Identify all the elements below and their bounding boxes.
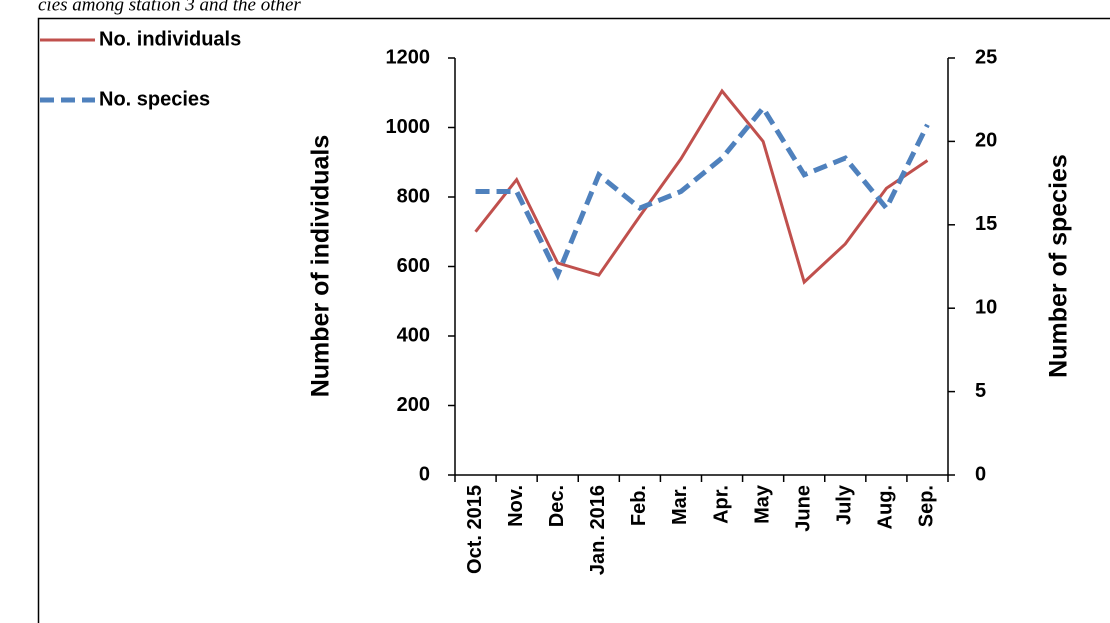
y-tick-label: 800 bbox=[397, 185, 430, 207]
y-axis-title: Number of individuals bbox=[307, 135, 335, 398]
x-tick-label: Mar. bbox=[669, 485, 691, 525]
legend-label: No. species bbox=[99, 88, 210, 110]
x-tick-label: Oct. 2015 bbox=[464, 485, 486, 574]
x-tick-label: July bbox=[834, 484, 856, 525]
y2-axis-title: Number of species bbox=[1045, 154, 1073, 378]
x-tick-label: Aug. bbox=[875, 485, 897, 529]
x-tick-label: May bbox=[751, 484, 773, 524]
y2-tick-label: 25 bbox=[975, 46, 997, 68]
x-tick-label: Nov. bbox=[505, 485, 527, 527]
y2-tick-label: 5 bbox=[975, 380, 986, 402]
x-tick-label: Sep. bbox=[916, 485, 938, 527]
y2-tick-label: 15 bbox=[975, 213, 997, 235]
y2-tick-label: 10 bbox=[975, 296, 997, 318]
y2-tick-label: 20 bbox=[975, 130, 997, 152]
y-tick-label: 0 bbox=[419, 463, 430, 485]
y-tick-label: 200 bbox=[397, 394, 430, 416]
legend-label: No. individuals bbox=[99, 28, 241, 50]
x-tick-label: June bbox=[792, 485, 814, 532]
y-tick-label: 600 bbox=[397, 255, 430, 277]
series-line bbox=[475, 103, 930, 281]
frame bbox=[37, 17, 1110, 623]
x-tick-label: Feb. bbox=[628, 485, 650, 526]
y-tick-label: 400 bbox=[397, 324, 430, 346]
x-tick-label: Jan. 2016 bbox=[587, 485, 609, 575]
x-tick-label: Dec. bbox=[546, 485, 568, 527]
y-tick-label: 1000 bbox=[386, 116, 431, 138]
y2-tick-label: 0 bbox=[975, 463, 986, 485]
document-text: cies among station 3 and the other bbox=[38, 0, 301, 15]
x-tick-label: Apr. bbox=[710, 485, 732, 524]
y-tick-label: 1200 bbox=[386, 46, 431, 68]
series-line bbox=[474, 88, 929, 285]
